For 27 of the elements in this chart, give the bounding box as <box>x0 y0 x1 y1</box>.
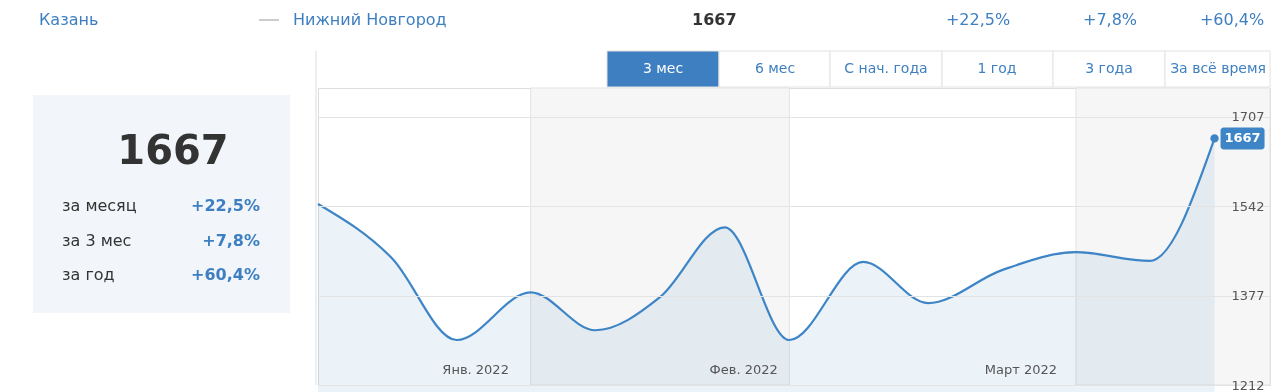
text: 1 год <box>977 60 1017 76</box>
y-tick-label: 1707 <box>1231 109 1265 125</box>
text: +7,8% <box>202 231 260 250</box>
x-tick-label: Янв. 2022 <box>442 361 509 377</box>
text: С нач. года <box>844 60 928 76</box>
text: 6 мес <box>754 60 796 76</box>
text: +22,5% <box>191 196 260 215</box>
text: Казань <box>39 10 99 29</box>
text: Нижний Новгород <box>293 10 447 29</box>
text: 3 мес <box>642 60 684 76</box>
y-tick-label: 1212 <box>1231 377 1265 392</box>
text: 1667 <box>117 127 229 173</box>
text: за 3 мес <box>62 231 132 250</box>
data-label: 1667 <box>1224 130 1261 146</box>
text: За всё время <box>1170 60 1266 76</box>
text: 1667 <box>692 10 737 29</box>
text: за месяц <box>62 196 137 215</box>
text: +60,4% <box>191 265 260 284</box>
text: 3 года <box>1085 60 1133 76</box>
y-tick-label: 1542 <box>1231 198 1265 214</box>
x-tick-label: Фев. 2022 <box>709 361 778 377</box>
text: за год <box>62 265 115 284</box>
y-tick-label: 1377 <box>1231 288 1265 304</box>
x-tick-label: Март 2022 <box>984 361 1058 377</box>
text: +7,8% <box>1082 10 1138 29</box>
text: +22,5% <box>945 10 1011 29</box>
text: +60,4% <box>1199 10 1265 29</box>
